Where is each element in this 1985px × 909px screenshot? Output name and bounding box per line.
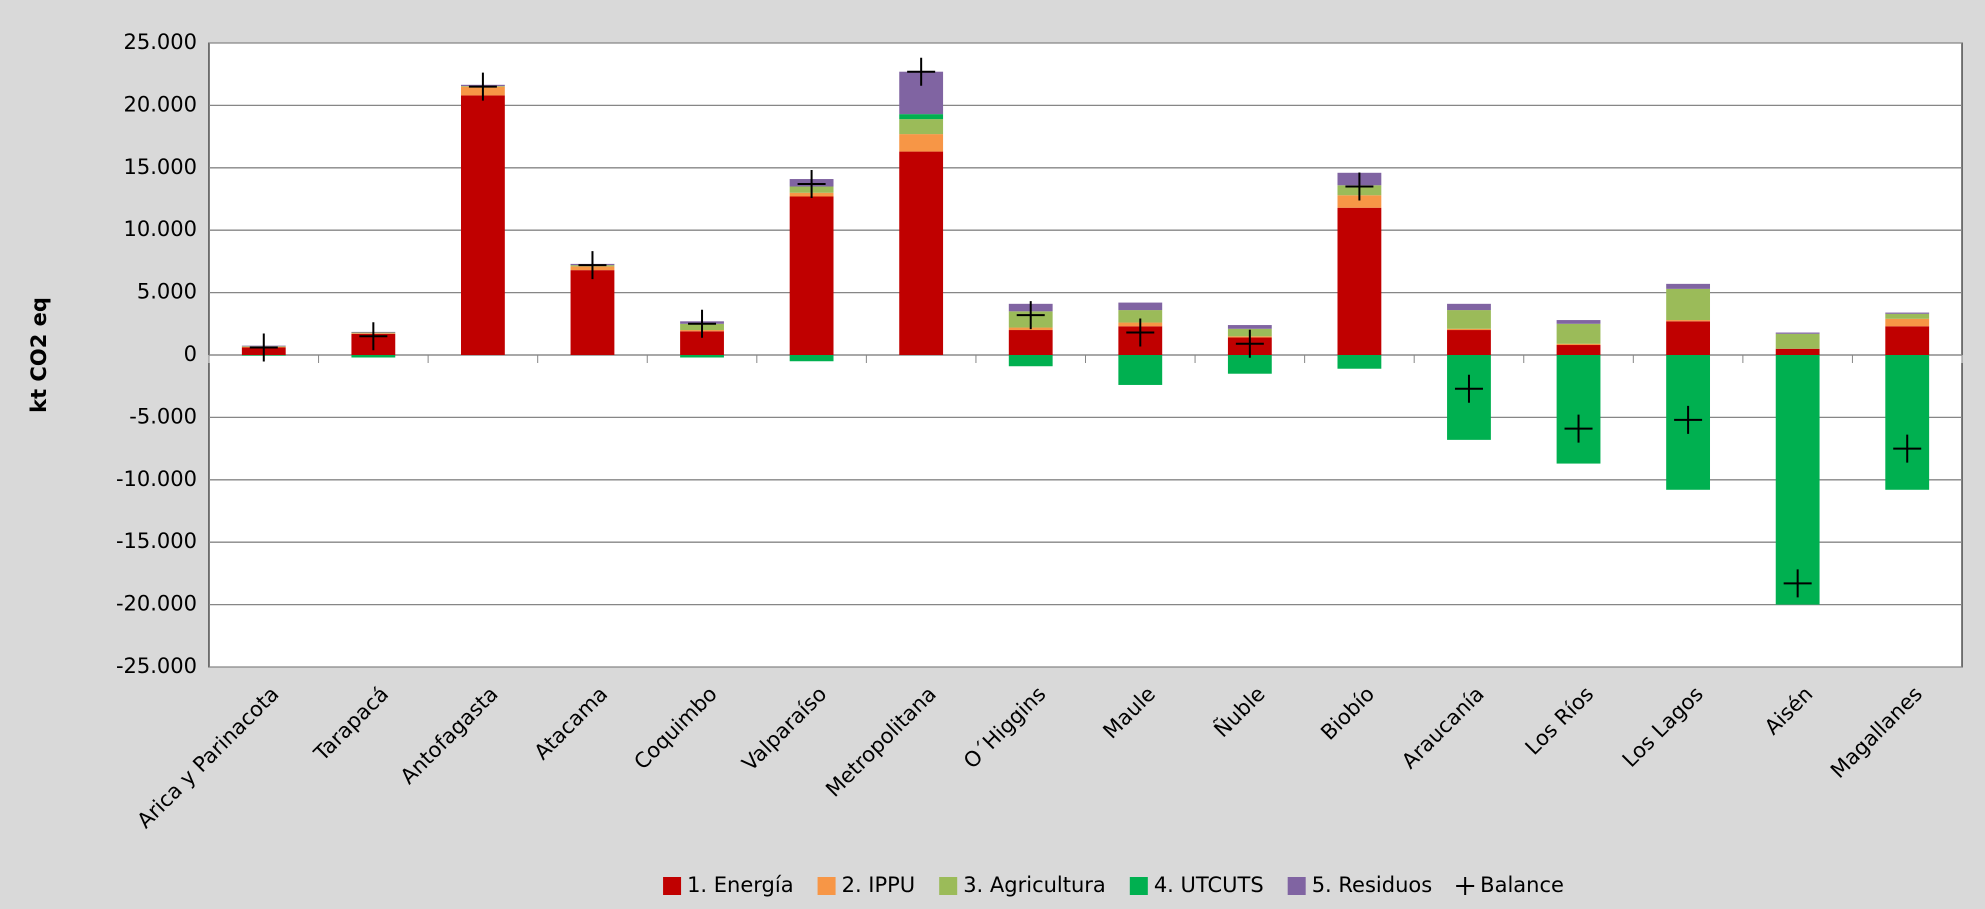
bar-segment	[1885, 326, 1930, 355]
balance-marker	[1564, 414, 1593, 443]
bar-segment	[899, 119, 944, 135]
balance-marker	[1783, 569, 1812, 598]
legend-marker	[939, 877, 958, 895]
bar-segment	[680, 331, 724, 355]
bar-segment	[1556, 355, 1601, 464]
balance-marker	[1893, 434, 1922, 463]
bar-segment	[1666, 288, 1711, 321]
bar-segment	[1885, 313, 1930, 319]
balance-marker	[688, 309, 717, 338]
legend-label: 4. UTCUTS	[1154, 873, 1264, 897]
legend-label: Balance	[1480, 873, 1564, 897]
bar-segment	[1556, 343, 1601, 346]
bar-segment	[1227, 325, 1272, 329]
bar-segment	[1775, 332, 1820, 334]
bar-segment	[1447, 303, 1491, 311]
legend-label: 2. IPPU	[842, 873, 916, 897]
bar-segment	[899, 151, 944, 355]
balance-marker	[359, 322, 388, 351]
legend-label: 1. Energía	[687, 873, 794, 897]
bar-segment	[1118, 302, 1163, 311]
balance-marker	[797, 170, 826, 199]
balance-marker	[1345, 172, 1374, 201]
balance-marker	[249, 333, 278, 362]
y-tick-label: 15.000	[124, 155, 197, 179]
bar-segment	[1775, 355, 1820, 605]
y-tick-label: -25.000	[116, 654, 197, 678]
y-tick-label: 10.000	[124, 217, 197, 241]
bar-segment	[1447, 310, 1491, 329]
bar-segment	[789, 196, 834, 355]
y-tick-label: -10.000	[116, 467, 197, 491]
balance-marker	[907, 57, 936, 86]
balance-marker	[1235, 329, 1264, 358]
legend-marker	[1456, 877, 1475, 895]
bar-segment	[570, 270, 615, 355]
bar-segment	[1556, 323, 1601, 344]
bar-segment	[1556, 320, 1601, 324]
bar-segment	[1337, 207, 1382, 355]
balance-marker	[468, 72, 497, 101]
bar-segment	[1885, 355, 1930, 490]
bar-segment	[1775, 333, 1820, 349]
bar-segment	[1337, 355, 1382, 369]
bar-segment	[899, 134, 944, 152]
bar-segment	[789, 355, 834, 362]
bar-segment	[1447, 328, 1491, 331]
y-tick-label: 20.000	[124, 92, 197, 116]
legend-marker	[817, 877, 836, 895]
y-tick-label: -5.000	[129, 404, 197, 428]
legend-marker	[663, 877, 682, 895]
y-tick-label: 5.000	[137, 280, 197, 304]
bar-segment	[1337, 195, 1382, 208]
bar-segment	[460, 95, 505, 355]
y-tick-label: 0	[184, 342, 197, 366]
legend-label: 3. Agricultura	[963, 873, 1106, 897]
balance-marker	[578, 251, 607, 280]
bar-segment	[1885, 312, 1930, 314]
balance-marker	[1126, 318, 1155, 347]
bar-segment	[1008, 330, 1053, 355]
bar-segment	[1775, 348, 1820, 355]
y-axis-title: kt CO2 eq	[27, 297, 51, 413]
legend-label: 5. Residuos	[1312, 873, 1432, 897]
legend-marker	[1129, 877, 1148, 895]
bar-segment	[1227, 355, 1272, 374]
balance-marker	[1016, 301, 1045, 330]
bar-segment	[351, 355, 396, 358]
balance-marker	[1454, 374, 1483, 403]
y-tick-label: -20.000	[116, 592, 197, 616]
y-tick-label: 25.000	[124, 30, 197, 54]
bar-segment	[680, 355, 724, 358]
bar-segment	[1666, 320, 1711, 322]
bar-segment	[1666, 283, 1711, 289]
bar-segment	[1666, 321, 1711, 355]
y-tick-label: -15.000	[116, 529, 197, 553]
bar-segment	[1008, 355, 1053, 367]
bar-segment	[1118, 355, 1163, 385]
legend-marker	[1287, 877, 1306, 895]
bar-segment	[899, 114, 944, 120]
bar-segment	[1118, 310, 1163, 323]
bar-segment	[1556, 345, 1601, 355]
balance-marker	[1674, 405, 1703, 434]
bar-segment	[1447, 330, 1491, 355]
bar-segment	[1885, 318, 1930, 327]
